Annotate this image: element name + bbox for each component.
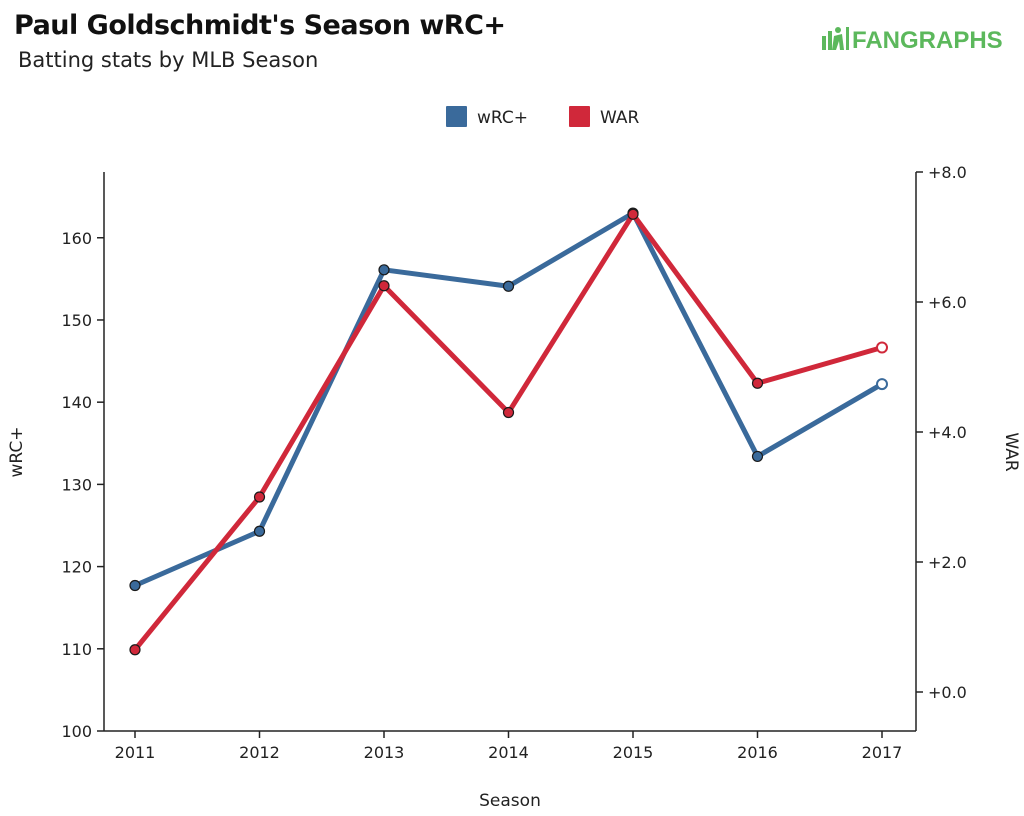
data-point [502, 280, 515, 292]
legend-label: WAR [600, 108, 640, 128]
y2-tick-label: +6.0 [928, 293, 967, 312]
logo-text: FANGRAPHS [852, 27, 1003, 54]
series-line [132, 211, 885, 653]
x-tick-label: 2013 [364, 743, 405, 762]
x-tick-label: 2012 [239, 743, 280, 762]
data-point [253, 491, 266, 503]
x-tick-label: 2016 [737, 743, 778, 762]
y-tick-label: 160 [61, 229, 92, 248]
data-point [876, 341, 888, 354]
legend-swatch [569, 106, 590, 127]
x-tick-label: 2014 [488, 743, 529, 762]
y-tick-label: 100 [61, 722, 92, 741]
legend-swatch [446, 106, 467, 127]
x-tick-label: 2017 [862, 743, 903, 762]
data-point [378, 264, 390, 276]
y2-tick-label: +2.0 [928, 553, 967, 572]
data-point [751, 377, 764, 389]
chart-title: Paul Goldschmidt's Season wRC+ [14, 10, 506, 41]
y2-tick-label: +4.0 [928, 423, 967, 442]
y-tick-label: 110 [61, 640, 92, 659]
y2-tick-label: +0.0 [928, 683, 967, 702]
series-line [132, 210, 885, 588]
y-tick-label: 130 [61, 475, 92, 494]
x-tick-label: 2011 [115, 743, 156, 762]
y2-tick-label: +8.0 [928, 163, 967, 182]
fangraphs-logo: FANGRAPHS [822, 27, 1003, 54]
data-point [129, 644, 141, 656]
y2-axis-label: WAR [1001, 432, 1021, 472]
data-point [253, 525, 266, 537]
data-point [129, 579, 141, 592]
y-tick-label: 120 [61, 558, 92, 577]
legend-label: wRC+ [477, 108, 528, 128]
data-point [378, 280, 390, 292]
x-axis-label: Season [479, 791, 541, 811]
data-point [627, 208, 639, 220]
x-tick-label: 2015 [613, 743, 654, 762]
y-axis-label: wRC+ [7, 427, 27, 478]
data-point [751, 450, 764, 463]
chart-subtitle: Batting stats by MLB Season [18, 48, 319, 72]
data-point [502, 406, 515, 419]
data-point [876, 378, 888, 391]
y-tick-label: 140 [61, 393, 92, 412]
y-tick-label: 150 [61, 311, 92, 330]
